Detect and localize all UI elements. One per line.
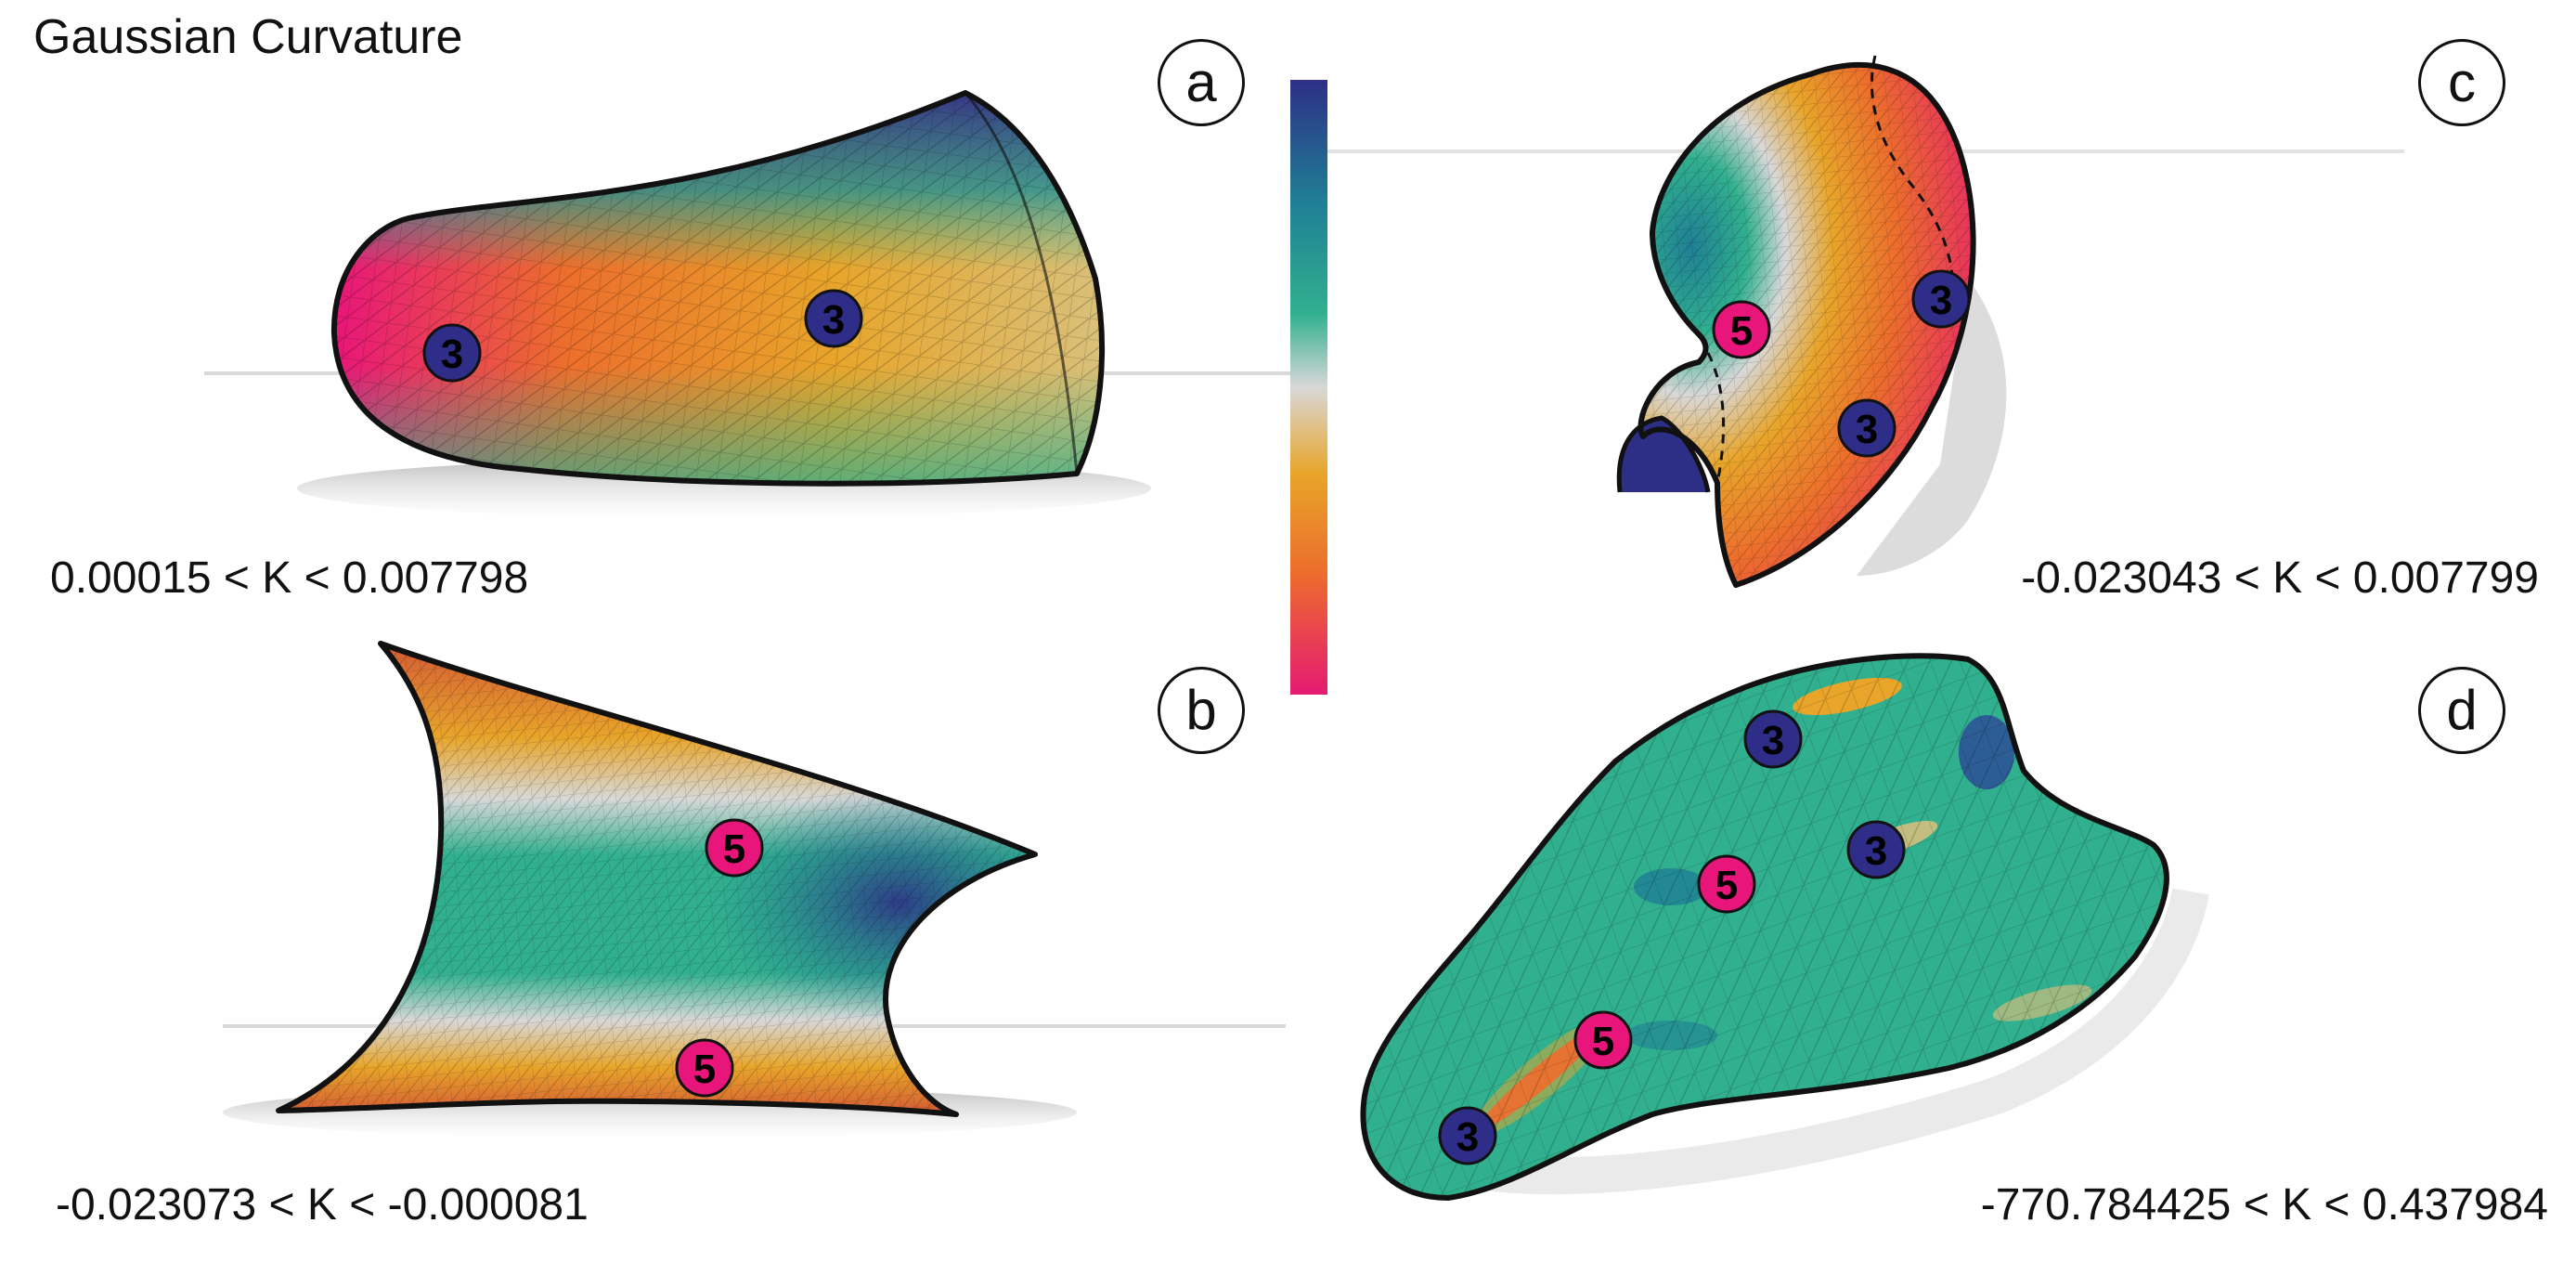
svg-text:5: 5: [1715, 863, 1738, 908]
vertex-badge-d1: 3: [1743, 709, 1803, 769]
svg-text:3: 3: [441, 332, 463, 377]
panel-c-range: -0.023043 < K < 0.007799: [2021, 553, 2539, 603]
panel-a-surface: [297, 90, 1151, 518]
panel-b-range: -0.023073 < K < -0.000081: [56, 1180, 589, 1229]
vertex-badge-c3: 3: [1837, 398, 1896, 458]
vertex-badge-d2: 3: [1846, 820, 1906, 879]
svg-text:3: 3: [1930, 278, 1952, 323]
svg-text:3: 3: [1456, 1114, 1479, 1160]
panel-a-range: 0.00015 < K < 0.007798: [50, 553, 529, 603]
svg-text:3: 3: [822, 297, 845, 343]
colorbar: [1290, 80, 1327, 695]
svg-text:5: 5: [693, 1047, 716, 1092]
vertex-badge-a2: 3: [804, 289, 863, 348]
svg-text:5: 5: [723, 826, 745, 872]
vertex-badge-d5: 3: [1438, 1106, 1497, 1165]
figure-title: Gaussian Curvature: [33, 10, 463, 64]
panel-d-label: d: [2418, 667, 2505, 754]
vertex-badge-d4: 5: [1573, 1010, 1633, 1070]
panel-a-label: a: [1158, 39, 1245, 126]
svg-text:3: 3: [1865, 828, 1887, 874]
vertex-badge-d3: 5: [1697, 854, 1756, 914]
svg-text:3: 3: [1762, 718, 1784, 763]
svg-text:5: 5: [1592, 1019, 1614, 1064]
vertex-badge-b2: 5: [675, 1038, 734, 1098]
svg-text:5: 5: [1730, 308, 1753, 354]
vertex-badge-b1: 5: [705, 818, 764, 878]
panel-c-surface: [1616, 55, 2007, 588]
svg-text:3: 3: [1856, 407, 1878, 452]
panel-b-surface: [223, 641, 1077, 1138]
vertex-badge-a1: 3: [422, 323, 482, 383]
vertex-badge-c1: 5: [1712, 300, 1771, 359]
vertex-badge-c2: 3: [1911, 269, 1971, 329]
panel-b-label: b: [1158, 667, 1245, 754]
panel-d-range: -770.784425 < K < 0.437984: [1980, 1180, 2548, 1229]
panel-c-label: c: [2418, 39, 2505, 126]
